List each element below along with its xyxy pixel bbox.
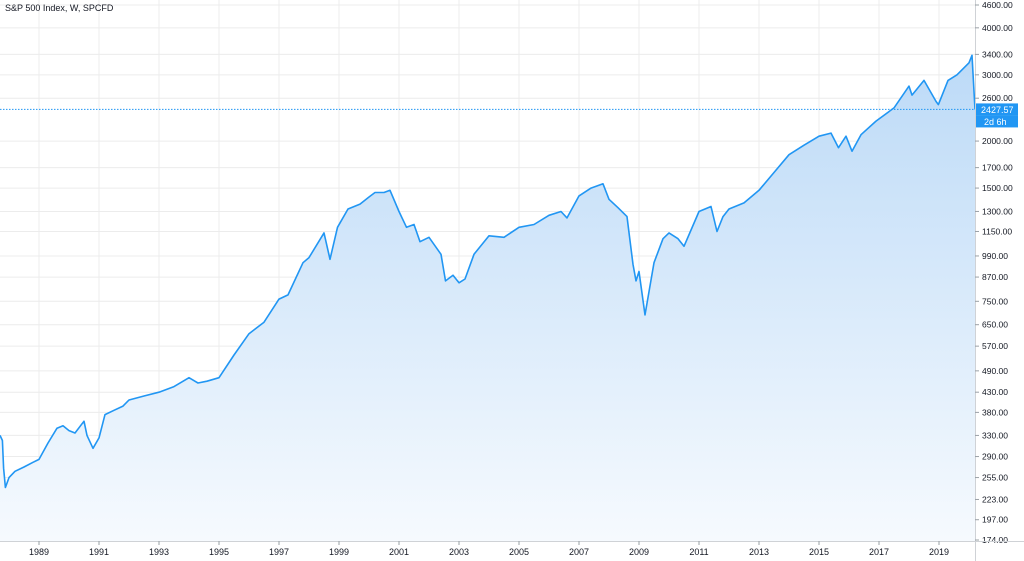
price-tick-label: 490.00 — [982, 366, 1008, 376]
price-tick-label: 197.00 — [982, 515, 1008, 525]
time-tick-label: 2015 — [809, 547, 829, 557]
price-tick-label: 4600.00 — [982, 0, 1013, 10]
time-tick-label: 2011 — [689, 547, 708, 557]
price-tick-label: 1300.00 — [982, 206, 1013, 216]
price-line — [0, 54, 976, 489]
price-tick-label: 2600.00 — [982, 93, 1013, 103]
area-fill — [0, 55, 975, 542]
time-tick-label: 1993 — [149, 547, 169, 557]
price-tick-label: 3400.00 — [982, 49, 1013, 59]
time-tick-label: 2019 — [929, 547, 949, 557]
price-tick-label: 174.00 — [982, 535, 1008, 545]
countdown-badge-bg — [976, 115, 1018, 128]
price-tick-label: 290.00 — [982, 452, 1008, 462]
price-tick-label: 223.00 — [982, 494, 1008, 504]
time-tick-label: 2013 — [749, 547, 769, 557]
time-tick-label: 2017 — [869, 547, 889, 557]
price-tick-label: 430.00 — [982, 387, 1008, 397]
last-price-value: 2427.57 — [981, 105, 1014, 115]
chart-title: S&P 500 Index, W, SPCFD — [5, 3, 114, 13]
price-tick-label: 1500.00 — [982, 183, 1013, 193]
time-tick-label: 1997 — [269, 547, 289, 557]
time-tick-label: 1991 — [89, 547, 109, 557]
price-tick-label: 380.00 — [982, 407, 1008, 417]
time-tick-label: 2001 — [389, 547, 409, 557]
price-tick-label: 4000.00 — [982, 23, 1013, 33]
time-tick-label: 1995 — [209, 547, 229, 557]
price-tick-label: 870.00 — [982, 272, 1008, 282]
price-tick-label: 650.00 — [982, 320, 1008, 330]
last-price-badge-bg — [976, 103, 1018, 116]
time-axis[interactable]: 1989 1991 1993 1995 1997 1999 2001 2003 2005 2007… — [0, 541, 1024, 557]
time-tick-label: 2007 — [569, 547, 589, 557]
price-tick-label: 1700.00 — [982, 163, 1013, 173]
price-tick-label: 330.00 — [982, 430, 1008, 440]
bar-countdown: 2d 6h — [984, 117, 1007, 127]
time-tick-label: 2005 — [509, 547, 529, 557]
price-tick-label: 1150.00 — [982, 226, 1012, 236]
price-tick-label: 255.00 — [982, 473, 1008, 483]
price-axis[interactable]: 4600.00 4000.00 3400.00 3000.00 2600.00 2000.… — [975, 0, 1013, 561]
last-price-badge: 2427.57 2d 6h — [976, 103, 1018, 128]
price-tick-label: 3000.00 — [982, 70, 1013, 80]
time-tick-label: 2009 — [629, 547, 649, 557]
price-tick-label: 750.00 — [982, 296, 1008, 306]
time-tick-label: 1999 — [329, 547, 349, 557]
price-tick-label: 2000.00 — [982, 136, 1013, 146]
time-tick-label: 1989 — [29, 547, 49, 557]
price-tick-label: 570.00 — [982, 341, 1008, 351]
time-tick-label: 2003 — [449, 547, 469, 557]
price-tick-label: 990.00 — [982, 251, 1008, 261]
